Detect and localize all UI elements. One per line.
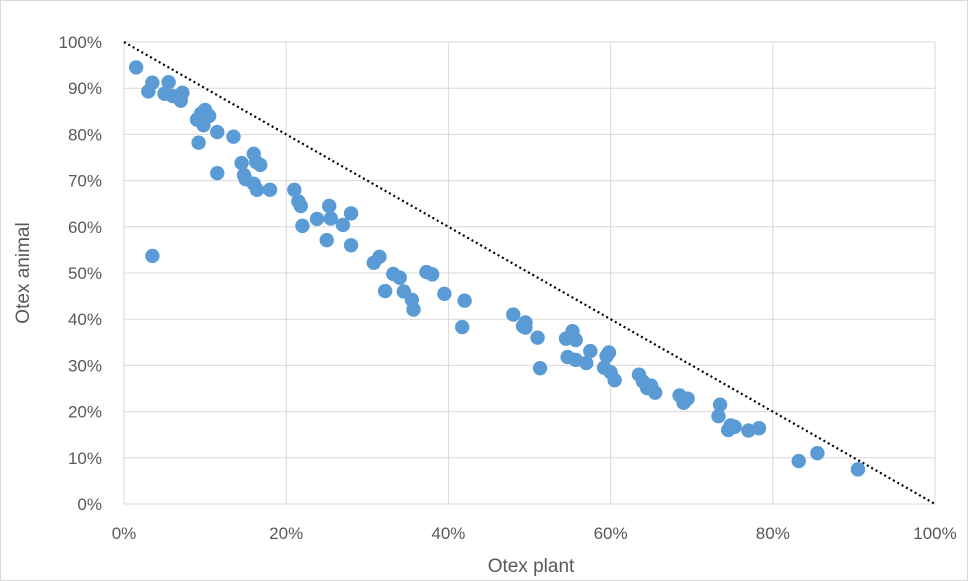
y-tick-label: 20%: [68, 403, 102, 422]
data-point: [161, 74, 176, 90]
x-tick-label: 20%: [269, 524, 303, 543]
data-point: [253, 157, 268, 173]
y-tick-label: 50%: [68, 264, 102, 283]
data-point: [321, 198, 337, 214]
data-point: [601, 345, 617, 360]
data-point: [392, 270, 407, 285]
data-point: [226, 129, 241, 144]
data-point: [437, 286, 452, 301]
data-point: [711, 409, 726, 424]
data-point: [145, 248, 160, 264]
data-point: [293, 198, 308, 214]
data-point: [518, 320, 533, 335]
data-point: [210, 124, 225, 140]
data-point: [323, 211, 339, 226]
x-axis-title: Otex plant: [488, 556, 575, 577]
data-point: [810, 445, 825, 461]
x-tick-label: 80%: [756, 524, 790, 543]
reference-line: [123, 41, 936, 505]
y-tick-label: 100%: [59, 33, 102, 52]
y-tick-label: 40%: [68, 310, 102, 329]
data-point: [607, 372, 622, 388]
x-tick-label: 100%: [913, 524, 956, 543]
data-point: [141, 84, 156, 99]
data-point: [343, 238, 359, 253]
data-point: [319, 232, 334, 248]
data-point: [680, 391, 695, 406]
data-points: [128, 60, 866, 477]
data-point: [335, 217, 351, 233]
tick-labels: 0% 10% 20% 30% 40% 50% 60% 70% 80% 90% 100% 0% 20% 40…: [59, 33, 957, 543]
data-point: [457, 293, 472, 308]
data-point: [506, 307, 521, 322]
data-point: [343, 206, 359, 221]
y-tick-label: 30%: [68, 356, 102, 375]
data-point: [196, 117, 211, 133]
data-point: [309, 211, 325, 227]
data-point: [648, 385, 663, 400]
data-point: [406, 302, 421, 317]
data-point: [727, 419, 742, 435]
x-tick-label: 60%: [594, 524, 628, 543]
data-point: [249, 182, 265, 198]
data-point: [530, 330, 545, 345]
x-tick-label: 40%: [431, 524, 465, 543]
data-point: [583, 343, 598, 359]
data-point: [128, 60, 144, 75]
y-tick-label: 0%: [77, 495, 102, 514]
y-tick-label: 10%: [68, 449, 102, 468]
y-tick-label: 60%: [68, 218, 102, 237]
data-point: [579, 355, 594, 371]
data-point: [568, 332, 583, 348]
data-point: [210, 166, 225, 181]
data-point: [454, 319, 470, 335]
data-point: [191, 135, 206, 150]
data-point: [377, 283, 393, 299]
data-point: [791, 453, 806, 469]
data-point: [850, 462, 866, 477]
data-point: [372, 249, 387, 265]
data-point: [287, 182, 302, 198]
data-point: [234, 155, 249, 171]
data-point: [532, 360, 548, 376]
data-point: [712, 397, 728, 412]
data-point: [173, 93, 188, 108]
y-tick-label: 70%: [68, 172, 102, 191]
data-point: [295, 218, 310, 234]
data-point: [751, 421, 767, 436]
y-tick-label: 90%: [68, 79, 102, 98]
y-axis-title: Otex animal: [13, 222, 34, 323]
x-tick-label: 0%: [112, 524, 137, 543]
data-point: [262, 182, 278, 198]
data-point: [424, 267, 440, 282]
y-tick-label: 80%: [68, 125, 102, 144]
